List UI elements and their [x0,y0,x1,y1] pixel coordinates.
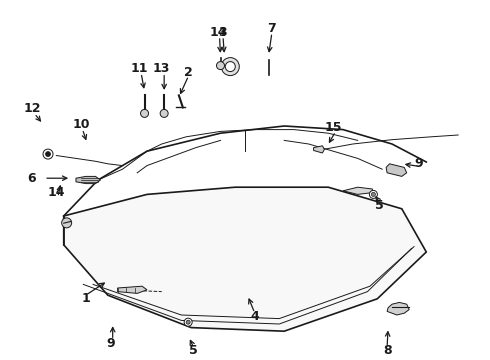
Text: 11: 11 [131,62,148,75]
Text: 4: 4 [250,310,259,323]
Text: 5: 5 [375,199,384,212]
Text: 9: 9 [106,337,115,350]
Text: 3: 3 [219,26,227,39]
Polygon shape [343,187,372,194]
Text: 14: 14 [48,186,65,199]
Polygon shape [64,187,426,331]
Polygon shape [76,176,100,184]
Polygon shape [386,164,407,176]
Circle shape [141,109,148,117]
Circle shape [186,320,190,324]
Circle shape [371,192,375,197]
Circle shape [62,218,72,228]
Circle shape [160,109,168,117]
Circle shape [221,58,239,76]
Text: 12: 12 [23,102,41,114]
Text: 5: 5 [189,345,198,357]
Text: 2: 2 [184,66,193,78]
Text: 6: 6 [27,172,36,185]
Polygon shape [118,286,147,293]
Circle shape [369,190,377,198]
Circle shape [46,152,50,157]
Text: 15: 15 [324,121,342,134]
Polygon shape [314,146,324,153]
Text: 10: 10 [72,118,90,131]
Circle shape [225,62,235,72]
Circle shape [217,62,224,69]
Polygon shape [387,302,409,315]
Text: 14: 14 [209,26,227,39]
Text: 9: 9 [415,157,423,170]
Text: 8: 8 [383,345,392,357]
Circle shape [43,149,53,159]
Text: 1: 1 [81,292,90,305]
Circle shape [184,318,192,326]
Text: 13: 13 [153,62,171,75]
Text: 7: 7 [268,22,276,35]
